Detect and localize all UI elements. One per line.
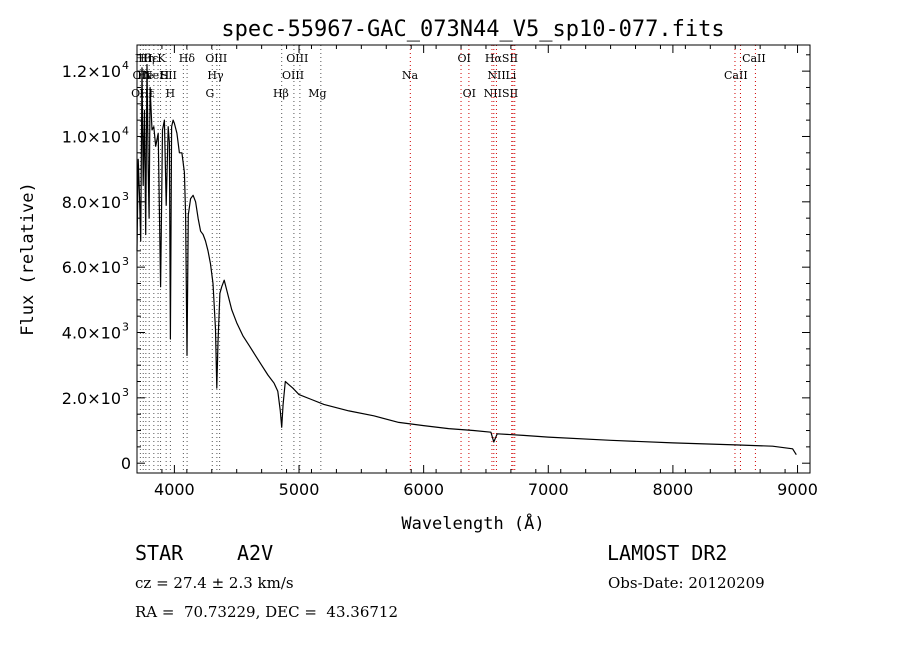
- y-tick-exponent: 3: [122, 386, 129, 399]
- line-label-8: K: [157, 52, 166, 65]
- line-label-19: Mg: [308, 87, 326, 100]
- x-tick-label: 6000: [403, 480, 444, 499]
- spectrum-line-0: [136, 63, 797, 456]
- line-label-28: CaII: [724, 69, 748, 82]
- y-tick-label: 4.0×10: [62, 324, 121, 343]
- line-label-13: OIII: [205, 52, 227, 65]
- x-tick-label: 4000: [154, 480, 195, 499]
- y-tick-label: 6.0×10: [62, 258, 121, 277]
- y-tick-label: 1.2×10: [62, 62, 121, 81]
- x-tick-label: 5000: [279, 480, 320, 499]
- y-tick-label: 1.0×10: [62, 127, 121, 146]
- x-tick-label: 9000: [777, 480, 818, 499]
- coordinates: RA = 70.73229, DEC = 43.36712: [135, 603, 399, 621]
- y-tick-exponent: 3: [122, 321, 129, 334]
- x-axis-label: Wavelength (Å): [401, 512, 544, 534]
- line-label-10: SII: [161, 69, 177, 82]
- spectral-line-markers: [139, 45, 756, 473]
- chart-title: spec-55967-GAC_073N44_V5_sp10-077.fits: [221, 17, 724, 42]
- line-label-18: Hβ: [273, 87, 289, 100]
- obs-date: Obs-Date: 20120209: [608, 574, 765, 592]
- series-group: [136, 63, 797, 456]
- y-tick-label: 8.0×10: [62, 193, 121, 212]
- plot-frame: [136, 44, 811, 474]
- redshift-value: cz = 27.4 ± 2.3 km/s: [135, 574, 294, 592]
- line-label-15: G: [206, 87, 215, 100]
- line-label-20: Na: [402, 69, 419, 82]
- line-label-17: OIII: [282, 69, 304, 82]
- line-label-14: Hγ: [207, 69, 224, 82]
- line-label-4: Hε: [143, 52, 159, 65]
- line-label-12: Hδ: [179, 52, 196, 65]
- line-label-9: H: [160, 69, 170, 82]
- y-axis-ticks: 02.0×10 34.0×10 36.0×10 38.0×10 31.0×10 41.2×…: [62, 54, 810, 473]
- line-label-22: OI: [463, 87, 476, 100]
- y-tick-exponent: 4: [122, 59, 129, 72]
- survey-name: LAMOST DR2: [607, 541, 728, 565]
- line-label-27: CaII: [742, 52, 766, 65]
- line-label-25: Li: [505, 69, 516, 82]
- line-label-3: Hη: [138, 52, 154, 65]
- line-label-23: HαSII: [485, 52, 518, 65]
- line-label-24: NII: [487, 69, 505, 82]
- object-class: STAR: [135, 541, 184, 565]
- line-label-21: OI: [457, 52, 470, 65]
- y-tick-label: 2.0×10: [62, 389, 121, 408]
- y-axis-label: Flux (relative): [18, 182, 38, 336]
- line-label-16: OIII: [286, 52, 308, 65]
- y-tick-label: 0: [121, 454, 131, 473]
- y-tick-exponent: 3: [122, 255, 129, 268]
- line-label-11: H: [165, 87, 175, 100]
- object-subclass: A2V: [237, 541, 274, 565]
- line-label-7: NeI: [143, 69, 163, 82]
- line-label-26: NIISII: [484, 87, 519, 100]
- y-tick-exponent: 3: [122, 190, 129, 203]
- y-tick-exponent: 4: [122, 124, 129, 137]
- x-tick-label: 7000: [528, 480, 569, 499]
- x-axis-ticks: 4000 5000 6000 7000 8000 9000: [136, 45, 818, 499]
- x-tick-label: 8000: [653, 480, 694, 499]
